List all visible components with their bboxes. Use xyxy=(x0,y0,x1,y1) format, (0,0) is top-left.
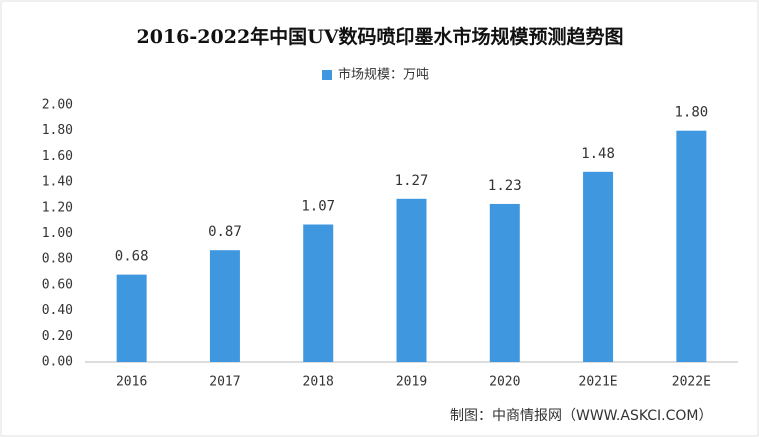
bar xyxy=(583,171,614,362)
y-tick-label: 0.60 xyxy=(42,277,73,292)
y-tick-label: 0.00 xyxy=(42,355,73,370)
data-label: 1.80 xyxy=(674,105,708,121)
y-tick-label: 0.20 xyxy=(42,329,73,344)
x-tick-label: 2022E xyxy=(672,375,711,390)
legend-swatch xyxy=(322,70,332,80)
data-label: 1.07 xyxy=(301,199,335,215)
y-tick-label: 1.60 xyxy=(42,149,73,164)
data-label: 0.87 xyxy=(208,224,242,240)
bar xyxy=(676,130,707,362)
data-label: 1.48 xyxy=(581,146,615,162)
y-tick-label: 2.00 xyxy=(42,98,73,113)
y-tick-label: 0.80 xyxy=(42,252,73,267)
y-tick-label: 1.20 xyxy=(42,200,73,215)
chart-title: 2016-2022年中国UV数码喷印墨水市场规模预测趋势图 xyxy=(137,25,624,48)
bar xyxy=(209,250,240,362)
x-tick-label: 2018 xyxy=(303,375,334,390)
y-tick-label: 1.80 xyxy=(42,123,73,138)
y-tick-label: 0.40 xyxy=(42,303,73,318)
x-tick-label: 2020 xyxy=(489,375,520,390)
y-tick-label: 1.40 xyxy=(42,175,73,190)
data-label: 0.68 xyxy=(115,249,149,265)
bar xyxy=(303,224,334,362)
legend-label: 市场规模：万吨 xyxy=(338,67,429,83)
data-label: 1.23 xyxy=(488,178,522,194)
source: 制图：中商情报网（WWW.ASKCI.COM） xyxy=(450,408,712,424)
bar xyxy=(396,198,427,362)
y-tick-label: 1.00 xyxy=(42,226,73,241)
x-tick-label: 2021E xyxy=(579,375,618,390)
x-tick-label: 2016 xyxy=(116,375,147,390)
bar xyxy=(489,203,520,362)
data-label: 1.27 xyxy=(395,173,429,189)
x-tick-label: 2019 xyxy=(396,375,427,390)
bar xyxy=(116,274,147,362)
x-tick-label: 2017 xyxy=(209,375,240,390)
